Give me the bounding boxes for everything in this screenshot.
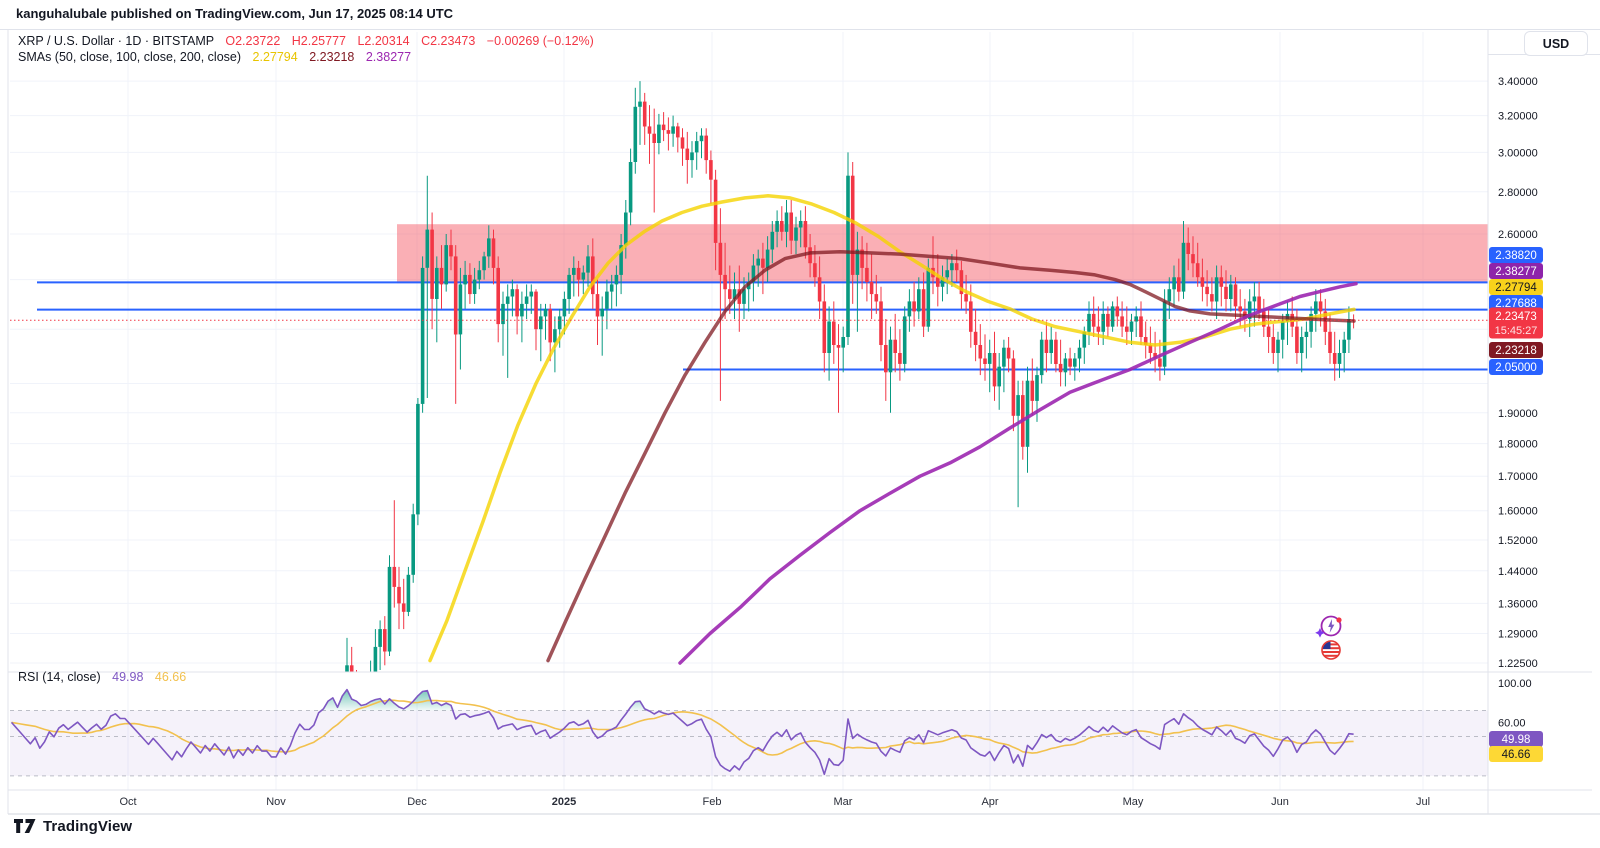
svg-text:2.38820: 2.38820 [1495, 250, 1537, 262]
price-axis-badge: 2.05000 [1489, 359, 1543, 375]
price-axis-badge: 2.27794 [1489, 279, 1543, 295]
ohlc-open: O2.23722 [225, 34, 281, 48]
tradingview-logo[interactable]: TradingView [14, 818, 132, 835]
currency-toggle-button[interactable]: USD [1524, 31, 1588, 56]
tradingview-logo-text: TradingView [43, 818, 133, 835]
time-axis-label: Jul [1416, 796, 1430, 808]
price-axis-badge: 2.38820 [1489, 247, 1543, 263]
price-axis-badge: 2.23218 [1489, 342, 1543, 358]
time-axis-label: Mar [834, 796, 853, 808]
time-axis-label: Dec [407, 796, 427, 808]
sma200-value: 2.38277 [365, 50, 412, 64]
time-axis-label: 2025 [552, 796, 576, 808]
ohlc-close: C2.23473 [421, 34, 476, 48]
price-tick-label: 2.60000 [1498, 229, 1538, 241]
time-axis-label: May [1123, 796, 1144, 808]
time-axis-label: Apr [981, 796, 998, 808]
time-axis-label: Feb [703, 796, 722, 808]
rsi-axis-badge: 46.66 [1489, 746, 1543, 762]
price-tick-label: 1.80000 [1498, 439, 1538, 451]
price-tick-label: 1.44000 [1498, 566, 1538, 578]
time-axis-label: Jun [1271, 796, 1289, 808]
price-axis-badge: 2.23473 15:45:27 [1489, 307, 1543, 339]
price-tick-label: 1.60000 [1498, 506, 1538, 518]
svg-text:46.66: 46.66 [1502, 749, 1531, 761]
time-axis-label: Oct [119, 796, 136, 808]
sma50-value: 2.27794 [252, 50, 298, 64]
rsi-tick-label: 60.00 [1498, 717, 1526, 729]
svg-text:2.27794: 2.27794 [1495, 282, 1537, 294]
svg-text:15:45:27: 15:45:27 [1495, 325, 1538, 337]
price-axis-badge: 2.27688 [1489, 295, 1543, 311]
event-markers[interactable] [1313, 612, 1347, 664]
price-tick-label: 3.00000 [1498, 147, 1538, 159]
sma200-line [678, 281, 1358, 665]
ohlc-high: H2.25777 [291, 34, 346, 48]
sma-legend-row[interactable]: SMAs (50, close, 100, close, 200, close)… [18, 50, 411, 64]
rsi-ma-value: 46.66 [154, 670, 187, 684]
symbol-legend-row[interactable]: XRP / U.S. Dollar · 1D · BITSTAMP O2.237… [18, 34, 594, 48]
price-tick-label: 1.22500 [1498, 658, 1538, 670]
header-divider [0, 29, 1600, 30]
svg-text:2.38277: 2.38277 [1495, 266, 1537, 278]
rsi-axis-badge: 49.98 [1489, 731, 1543, 747]
rsi-line [10, 688, 1354, 776]
tradingview-logo-icon [14, 819, 36, 833]
ai-spark-event-icon[interactable] [1315, 615, 1342, 638]
svg-text:2.05000: 2.05000 [1495, 362, 1537, 374]
svg-text:2.27688: 2.27688 [1495, 298, 1537, 310]
price-tick-label: 1.36000 [1498, 598, 1538, 610]
sma50-line [428, 194, 1356, 663]
sma100-value: 2.23218 [309, 50, 355, 64]
rsi-indicator-label: RSI (14, close) [18, 670, 101, 684]
price-tick-label: 1.90000 [1498, 408, 1538, 420]
price-tick-label: 3.20000 [1498, 111, 1538, 123]
us-flag-event-icon[interactable] [1321, 640, 1341, 660]
svg-text:49.98: 49.98 [1502, 734, 1531, 746]
change-value: −0.00269 (−0.12%) [486, 34, 594, 48]
symbol-title: XRP / U.S. Dollar · 1D · BITSTAMP [18, 34, 214, 48]
price-axis-badge: 2.38277 [1489, 263, 1543, 279]
rsi-tick-label: 100.00 [1498, 678, 1532, 690]
rsi-band [10, 710, 1488, 776]
ohlc-low: L2.20314 [357, 34, 410, 48]
rsi-value: 49.98 [112, 670, 144, 684]
svg-text:2.23218: 2.23218 [1495, 345, 1537, 357]
published-byline: kanguhalubale published on TradingView.c… [16, 6, 454, 21]
sma100-line [546, 250, 1356, 663]
price-tick-label: 1.70000 [1498, 471, 1538, 483]
svg-text:2.23473: 2.23473 [1495, 311, 1537, 323]
time-axis-label: Nov [266, 796, 286, 808]
price-tick-label: 3.40000 [1498, 76, 1538, 88]
price-tick-label: 2.80000 [1498, 187, 1538, 199]
price-tick-label: 1.29000 [1498, 629, 1538, 641]
rsi-legend-row[interactable]: RSI (14, close) 49.98 46.66 [18, 670, 186, 684]
sma-indicator-label: SMAs (50, close, 100, close, 200, close) [18, 50, 242, 64]
price-tick-label: 1.52000 [1498, 535, 1538, 547]
